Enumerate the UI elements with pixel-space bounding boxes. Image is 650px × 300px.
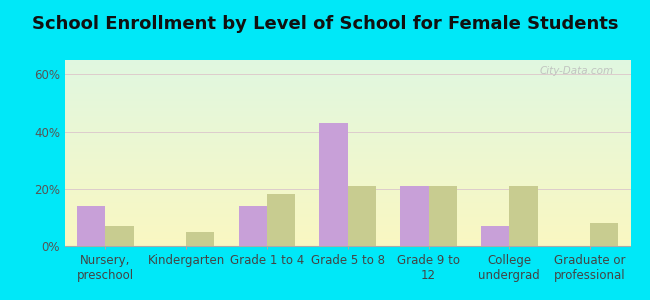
- Bar: [348, 186, 376, 246]
- Text: City-Data.com: City-Data.com: [540, 66, 614, 76]
- Bar: [590, 223, 618, 246]
- Bar: [400, 186, 428, 246]
- Bar: [428, 186, 457, 246]
- Bar: [105, 226, 134, 246]
- Bar: [481, 226, 510, 246]
- Bar: [239, 206, 267, 246]
- Text: School Enrollment by Level of School for Female Students: School Enrollment by Level of School for…: [32, 15, 618, 33]
- Bar: [267, 194, 295, 246]
- Bar: [510, 186, 538, 246]
- Bar: [77, 206, 105, 246]
- Bar: [186, 232, 214, 246]
- Bar: [320, 123, 348, 246]
